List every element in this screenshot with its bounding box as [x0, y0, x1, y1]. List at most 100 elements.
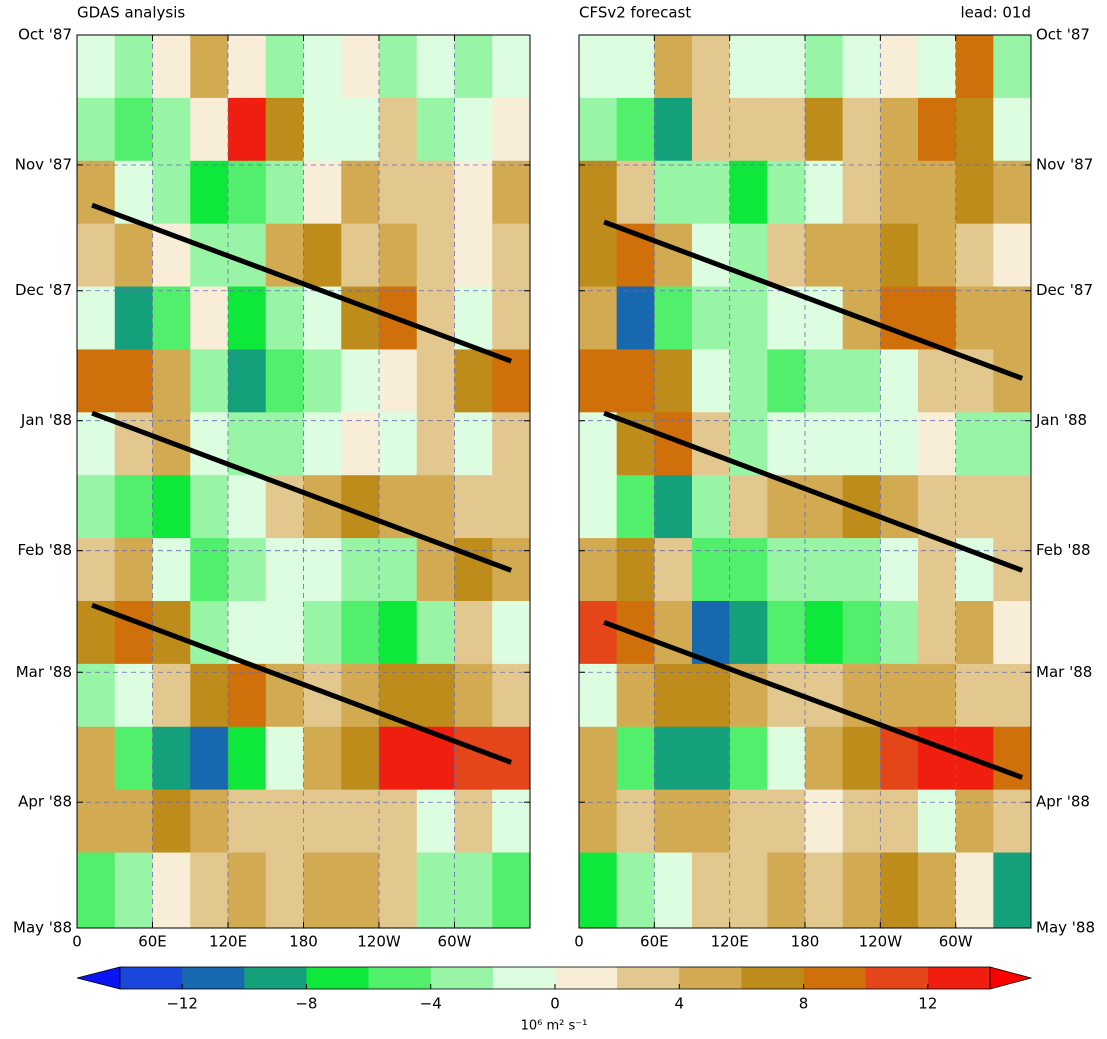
field-cell [767, 852, 806, 928]
field-cell [379, 726, 418, 791]
x-tick-label: 60W [939, 933, 973, 951]
field-cell [492, 475, 530, 539]
field-cell [729, 789, 768, 854]
colorbar-box [865, 967, 929, 989]
field-cell [767, 412, 806, 476]
field-cell [692, 412, 731, 476]
field-cell [454, 412, 493, 476]
field-cell [842, 852, 881, 928]
x-tick-label: 60E [138, 933, 167, 951]
field-cell [880, 349, 919, 413]
field-cell [190, 160, 229, 225]
colorbar-tick-label: 4 [675, 995, 685, 1013]
field-cell [918, 600, 957, 665]
field-cell [579, 35, 618, 99]
field-cell [692, 600, 731, 665]
field-cell [616, 663, 655, 728]
field-cell [805, 35, 844, 99]
y-tick-label: Feb '88 [17, 541, 72, 559]
field-cell [416, 663, 456, 728]
field-cell [379, 412, 418, 476]
field-cell [152, 726, 191, 791]
field-cell [492, 663, 530, 728]
field-cell [341, 349, 380, 413]
field-cell [842, 412, 881, 476]
colorbar-tick-label: −4 [420, 995, 442, 1013]
field-cell [114, 726, 154, 791]
field-cell [880, 35, 919, 99]
field-cell [955, 223, 994, 288]
field-cell [492, 286, 530, 351]
field-cell [152, 852, 191, 928]
field-cell [114, 663, 154, 728]
field-cell [579, 286, 618, 351]
field-cell [492, 160, 530, 225]
field-cell [416, 852, 456, 928]
field-cell [993, 475, 1031, 539]
colorbar-tick-label: 8 [799, 995, 809, 1013]
field-cell [955, 852, 994, 928]
field-cell [454, 663, 493, 728]
field-cell [767, 600, 806, 665]
field-cell [880, 538, 919, 602]
field-cell [729, 160, 768, 225]
field-cell [616, 852, 655, 928]
field-cell [616, 35, 655, 99]
field-cell [190, 35, 229, 99]
field-cell [341, 160, 380, 225]
field-cell [767, 726, 806, 791]
y-tick-label: Oct '87 [18, 26, 72, 44]
field-cell [692, 349, 731, 413]
y-tick-label: Dec '87 [15, 281, 72, 299]
field-cell [616, 538, 655, 602]
field-cell [955, 600, 994, 665]
phase-line [91, 202, 512, 364]
field-cell [579, 538, 618, 602]
field-cell [805, 726, 844, 791]
field-cell [729, 97, 768, 162]
field-cell [379, 538, 418, 602]
field-cell [955, 663, 994, 728]
field-cell [265, 286, 305, 351]
field-cell [77, 412, 116, 476]
field-cell [265, 726, 305, 791]
x-tick-label: 120E [209, 933, 247, 951]
field-cell [303, 726, 342, 791]
field-cell [654, 35, 693, 99]
field-cell [616, 789, 655, 854]
field-cell [454, 475, 493, 539]
field-cell [842, 538, 881, 602]
field-cell [152, 663, 191, 728]
field-cell [416, 35, 456, 99]
field-cell [379, 349, 418, 413]
field-cell [228, 852, 267, 928]
field-cell [955, 97, 994, 162]
field-cell [767, 349, 806, 413]
field-cell [77, 789, 116, 854]
colorbar-box [368, 967, 432, 989]
x-tick-label: 0 [574, 933, 584, 951]
field-cell [228, 223, 267, 288]
field-cell [454, 35, 493, 99]
field-cell [228, 97, 267, 162]
field-cell [579, 726, 618, 791]
field-cell [955, 286, 994, 351]
field-cell [842, 97, 881, 162]
field-cell [616, 475, 655, 539]
field-cell [692, 97, 731, 162]
field-cell [692, 789, 731, 854]
field-cell [303, 97, 342, 162]
field-cell [993, 35, 1031, 99]
field-cell [616, 286, 655, 351]
y-tick-label: May '88 [13, 919, 72, 937]
field-cell [228, 160, 267, 225]
field-cell [880, 600, 919, 665]
field-cell [579, 160, 618, 225]
field-cell [993, 349, 1031, 413]
field-cell [341, 412, 380, 476]
field-cell [114, 600, 154, 665]
field-cell [228, 538, 267, 602]
field-cell [379, 789, 418, 854]
y-tick-label: Nov '87 [1036, 155, 1093, 173]
